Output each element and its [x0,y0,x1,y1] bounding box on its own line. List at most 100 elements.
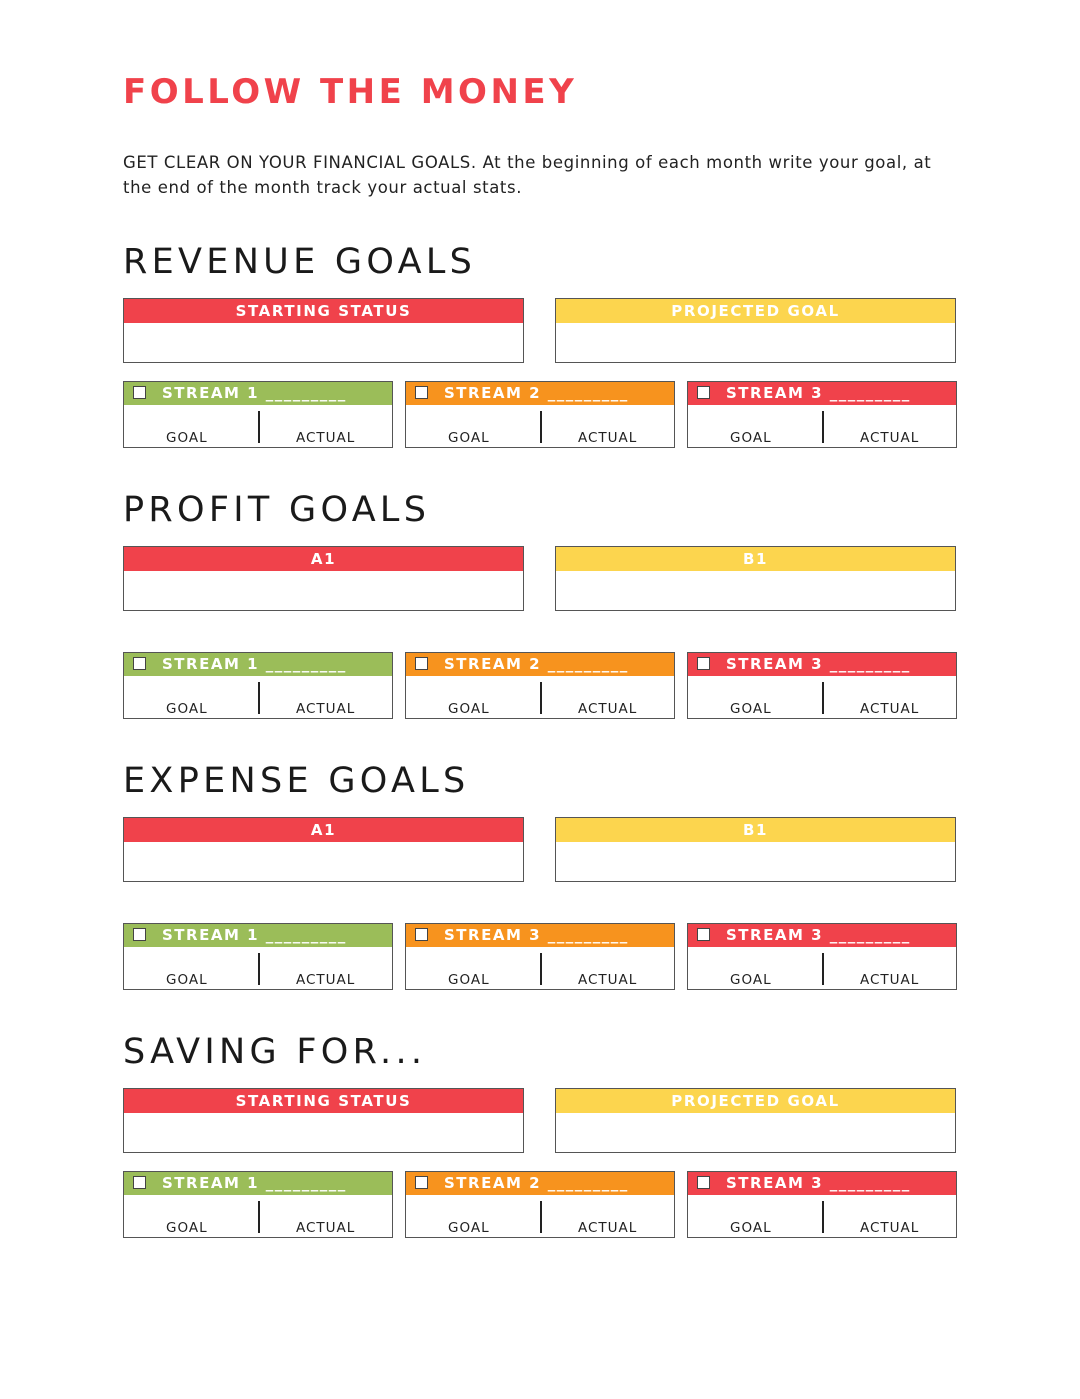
revenue-goals-right-box-label: PROJECTED GOAL [556,299,955,323]
saving-for-stream-box-3: STREAM 3 _________ GOAL ACTUAL [687,1171,957,1238]
stream-checkbox[interactable] [697,386,710,399]
goal-field-label[interactable]: GOAL [730,430,772,446]
saving-for-right-entry-box[interactable]: PROJECTED GOAL [555,1088,956,1153]
goal-actual-divider [822,1201,824,1233]
saving-for-left-entry-box[interactable]: STARTING STATUS [123,1088,524,1153]
stream-checkbox[interactable] [133,657,146,670]
stream-checkbox[interactable] [697,1176,710,1189]
goal-field-label[interactable]: GOAL [448,1220,490,1236]
stream-checkbox[interactable] [133,386,146,399]
goal-actual-divider [822,411,824,443]
profit-goals-left-entry-box[interactable]: A1 [123,546,524,611]
stream-label: STREAM 3 _________ [726,926,911,944]
goal-actual-divider [258,411,260,443]
expense-goals-right-box-label: B1 [556,818,955,842]
actual-field-label[interactable]: ACTUAL [860,701,920,717]
section-heading-profit-goals: PROFIT GOALS [123,490,431,530]
goal-actual-divider [822,682,824,714]
actual-field-label[interactable]: ACTUAL [860,430,920,446]
goal-field-label[interactable]: GOAL [166,701,208,717]
goal-field-label[interactable]: GOAL [448,701,490,717]
stream-header: STREAM 2 _________ [406,382,674,405]
revenue-goals-stream-box-1: STREAM 1 _________ GOAL ACTUAL [123,381,393,448]
expense-goals-stream-box-2: STREAM 3 _________ GOAL ACTUAL [405,923,675,990]
actual-field-label[interactable]: ACTUAL [578,1220,638,1236]
stream-header: STREAM 3 _________ [688,924,956,947]
stream-header: STREAM 1 _________ [124,653,392,676]
section-heading-expense-goals: EXPENSE GOALS [123,761,470,801]
section-heading-revenue-goals: REVENUE GOALS [123,242,477,282]
stream-checkbox[interactable] [415,657,428,670]
stream-checkbox[interactable] [415,928,428,941]
actual-field-label[interactable]: ACTUAL [860,972,920,988]
stream-header: STREAM 3 _________ [688,382,956,405]
saving-for-right-box-label: PROJECTED GOAL [556,1089,955,1113]
stream-checkbox[interactable] [133,928,146,941]
goal-field-label[interactable]: GOAL [730,972,772,988]
actual-field-label[interactable]: ACTUAL [296,1220,356,1236]
expense-goals-right-entry-box[interactable]: B1 [555,817,956,882]
stream-label: STREAM 3 _________ [726,655,911,673]
stream-label: STREAM 1 _________ [162,384,347,402]
stream-label: STREAM 3 _________ [444,926,629,944]
stream-checkbox[interactable] [133,1176,146,1189]
stream-label: STREAM 1 _________ [162,1174,347,1192]
stream-header: STREAM 3 _________ [688,653,956,676]
stream-checkbox[interactable] [415,386,428,399]
goal-actual-divider [258,953,260,985]
stream-checkbox[interactable] [697,657,710,670]
goal-actual-divider [540,953,542,985]
saving-for-stream-box-1: STREAM 1 _________ GOAL ACTUAL [123,1171,393,1238]
stream-label: STREAM 3 _________ [726,1174,911,1192]
actual-field-label[interactable]: ACTUAL [296,430,356,446]
stream-label: STREAM 1 _________ [162,926,347,944]
stream-checkbox[interactable] [697,928,710,941]
goal-field-label[interactable]: GOAL [730,1220,772,1236]
stream-header: STREAM 2 _________ [406,653,674,676]
profit-goals-right-entry-box[interactable]: B1 [555,546,956,611]
stream-label: STREAM 1 _________ [162,655,347,673]
stream-label: STREAM 2 _________ [444,655,629,673]
revenue-goals-left-box-label: STARTING STATUS [124,299,523,323]
goal-actual-divider [540,682,542,714]
stream-label: STREAM 2 _________ [444,384,629,402]
stream-header: STREAM 1 _________ [124,382,392,405]
section-heading-saving-for: SAVING FOR... [123,1032,427,1072]
actual-field-label[interactable]: ACTUAL [296,701,356,717]
profit-goals-stream-box-3: STREAM 3 _________ GOAL ACTUAL [687,652,957,719]
expense-goals-left-entry-box[interactable]: A1 [123,817,524,882]
expense-goals-stream-box-3: STREAM 3 _________ GOAL ACTUAL [687,923,957,990]
actual-field-label[interactable]: ACTUAL [578,701,638,717]
actual-field-label[interactable]: ACTUAL [578,430,638,446]
goal-field-label[interactable]: GOAL [730,701,772,717]
goal-actual-divider [540,411,542,443]
stream-checkbox[interactable] [415,1176,428,1189]
actual-field-label[interactable]: ACTUAL [578,972,638,988]
revenue-goals-right-entry-box[interactable]: PROJECTED GOAL [555,298,956,363]
page-title: FOLLOW THE MONEY [123,72,578,112]
goal-field-label[interactable]: GOAL [166,430,208,446]
saving-for-left-box-label: STARTING STATUS [124,1089,523,1113]
stream-label: STREAM 2 _________ [444,1174,629,1192]
stream-header: STREAM 3 _________ [688,1172,956,1195]
goal-field-label[interactable]: GOAL [166,1220,208,1236]
intro-text: GET CLEAR ON YOUR FINANCIAL GOALS. At th… [123,153,932,197]
saving-for-stream-box-2: STREAM 2 _________ GOAL ACTUAL [405,1171,675,1238]
expense-goals-stream-box-1: STREAM 1 _________ GOAL ACTUAL [123,923,393,990]
goal-field-label[interactable]: GOAL [166,972,208,988]
actual-field-label[interactable]: ACTUAL [296,972,356,988]
stream-header: STREAM 1 _________ [124,1172,392,1195]
revenue-goals-left-entry-box[interactable]: STARTING STATUS [123,298,524,363]
profit-goals-stream-box-1: STREAM 1 _________ GOAL ACTUAL [123,652,393,719]
expense-goals-left-box-label: A1 [124,818,523,842]
goal-actual-divider [822,953,824,985]
stream-header: STREAM 1 _________ [124,924,392,947]
revenue-goals-stream-box-3: STREAM 3 _________ GOAL ACTUAL [687,381,957,448]
goal-field-label[interactable]: GOAL [448,430,490,446]
stream-label: STREAM 3 _________ [726,384,911,402]
goal-field-label[interactable]: GOAL [448,972,490,988]
goal-actual-divider [258,682,260,714]
stream-header: STREAM 2 _________ [406,1172,674,1195]
profit-goals-right-box-label: B1 [556,547,955,571]
actual-field-label[interactable]: ACTUAL [860,1220,920,1236]
